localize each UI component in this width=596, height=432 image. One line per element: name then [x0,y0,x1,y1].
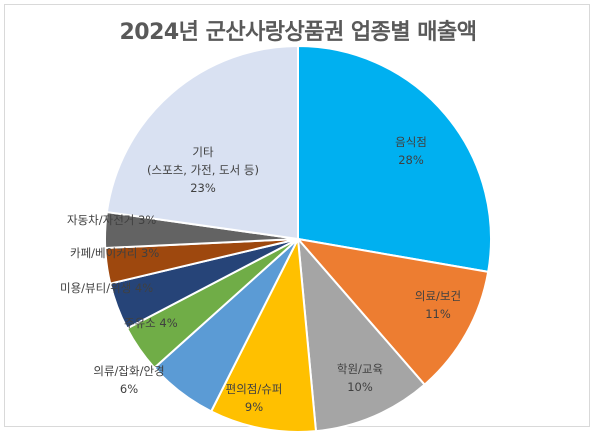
slice-label: 의류/잡화/안경 6% [93,364,164,396]
slice-label: 학원/교육 10% [337,362,383,394]
pie-slice [105,44,299,241]
slice-label: 편의점/슈퍼 9% [226,382,283,414]
pie-slice [297,44,492,274]
pie-slice [209,235,318,432]
slice-label: 의료/보건 11% [415,289,461,321]
pie-slice [295,237,490,387]
slice-label: 기타 (스포츠, 가전, 도서 등) 23% [147,145,259,195]
slice-label: 카페/베이커리 3% [70,246,159,260]
slice-label: 미용/뷰티/위생 4% [60,281,153,295]
slice-label: 자동차/자전거 3% [67,213,156,227]
pie-slice [296,235,427,432]
slice-label: 주유소 4% [124,316,178,330]
slice-label: 음식점 28% [395,135,427,167]
chart-title: 2024년 군산사랑상품권 업종별 매출액 [119,20,477,45]
